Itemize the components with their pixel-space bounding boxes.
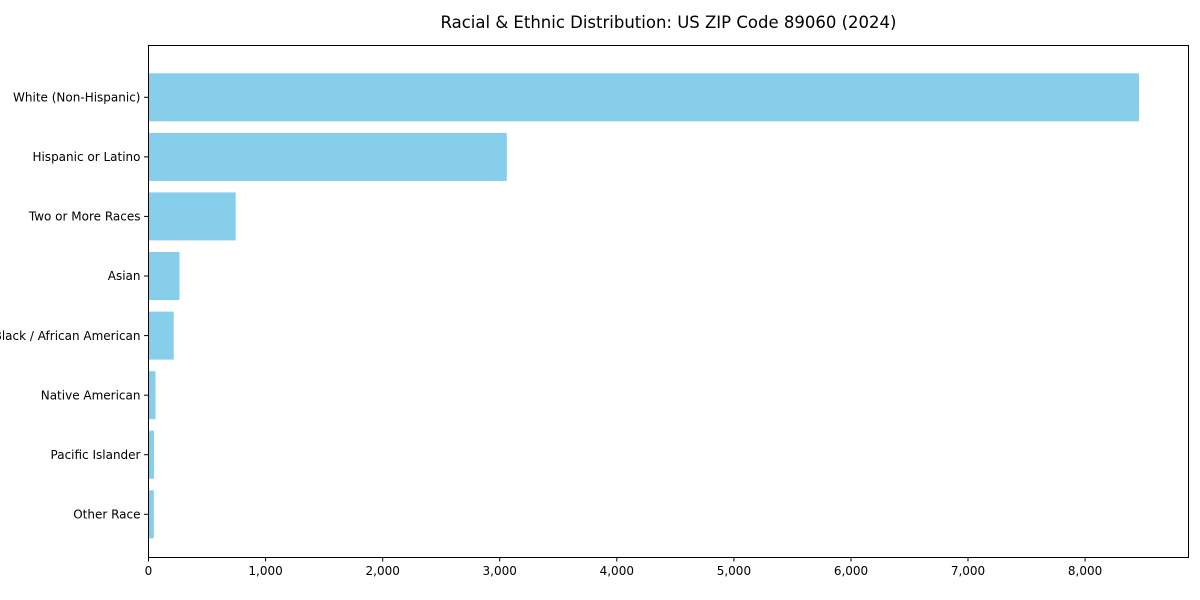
x-tick-label: 2,000 bbox=[366, 564, 400, 578]
x-tick-label: 7,000 bbox=[951, 564, 985, 578]
bar bbox=[148, 192, 236, 241]
bar bbox=[148, 430, 155, 479]
bar bbox=[148, 73, 1139, 122]
y-tick-label: Pacific Islander bbox=[51, 448, 141, 462]
y-tick-label: Native American bbox=[41, 388, 141, 402]
bars-group bbox=[148, 73, 1139, 539]
bar bbox=[148, 132, 507, 181]
x-tick-label: 6,000 bbox=[834, 564, 868, 578]
x-tick-label: 1,000 bbox=[248, 564, 282, 578]
y-tick-label: Other Race bbox=[73, 508, 140, 522]
y-tick-label: Black / African American bbox=[0, 329, 141, 343]
y-tick-label: Two or More Races bbox=[28, 210, 141, 224]
y-tick-label: White (Non-Hispanic) bbox=[13, 91, 140, 105]
x-axis-ticks: 0 1,000 2,000 3,000 4,000 5,000 6,000 7,000 8,00… bbox=[145, 557, 1102, 578]
x-tick-label: 4,000 bbox=[600, 564, 634, 578]
x-tick-label: 5,000 bbox=[717, 564, 751, 578]
bar bbox=[148, 490, 154, 539]
bar bbox=[148, 371, 156, 420]
plot-border bbox=[148, 45, 1189, 558]
y-axis-labels: White (Non-Hispanic) Hispanic or Latino Tw… bbox=[0, 91, 149, 522]
bar bbox=[148, 252, 180, 300]
bar bbox=[148, 311, 174, 360]
x-tick-label: 0 bbox=[145, 564, 153, 578]
chart-title: Racial & Ethnic Distribution: US ZIP Cod… bbox=[441, 13, 897, 32]
x-tick-label: 3,000 bbox=[483, 564, 517, 578]
axes-group bbox=[148, 45, 1189, 558]
y-tick-label: Asian bbox=[108, 269, 141, 283]
x-tick-label: 8,000 bbox=[1068, 564, 1102, 578]
y-tick-label: Hispanic or Latino bbox=[32, 150, 140, 164]
